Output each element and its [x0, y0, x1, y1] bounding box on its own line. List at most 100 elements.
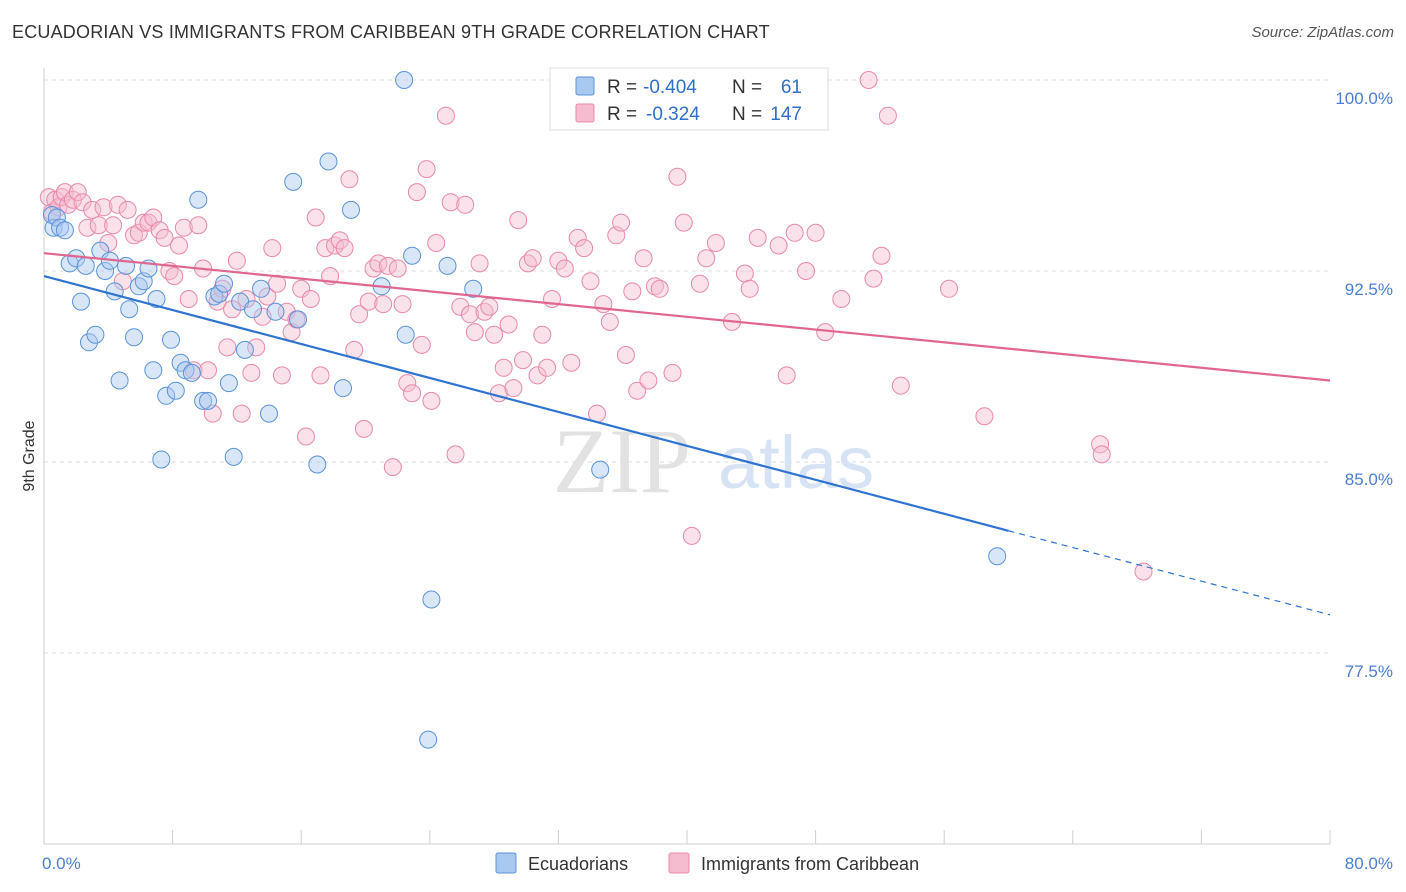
data-point: [864, 269, 883, 288]
data-point: [499, 315, 518, 334]
data-point: [398, 374, 417, 393]
data-point: [297, 427, 315, 446]
data-point: [674, 213, 693, 232]
data-point: [155, 228, 174, 247]
data-point: [419, 730, 438, 749]
data-point: [83, 200, 102, 219]
data-point: [456, 195, 475, 214]
data-point: [125, 226, 143, 245]
data-point: [247, 338, 266, 357]
data-point: [485, 325, 504, 344]
x-axis-ticks: [43, 830, 1331, 844]
data-point: [682, 526, 701, 545]
data-point: [51, 218, 70, 237]
series-ecuadorians-points: [43, 71, 1007, 749]
data-point: [441, 193, 460, 212]
data-point: [189, 190, 208, 209]
data-point: [427, 234, 446, 252]
series-legend: Ecuadorians Immigrants from Caribbean: [495, 852, 919, 874]
data-point: [174, 218, 193, 237]
data-point: [263, 239, 282, 258]
data-point: [581, 272, 600, 291]
data-point: [108, 195, 127, 214]
data-point: [73, 193, 92, 212]
data-point: [470, 254, 489, 273]
data-point: [872, 246, 891, 265]
data-point: [769, 236, 788, 255]
y-tick-label: 100.0%: [1335, 89, 1393, 108]
data-point: [504, 379, 523, 398]
data-point: [47, 208, 66, 227]
data-point: [205, 287, 224, 306]
data-point: [44, 218, 63, 237]
data-point: [374, 295, 393, 314]
data-point: [354, 419, 373, 438]
legend-n-value: 147: [770, 104, 802, 125]
data-point: [89, 216, 108, 235]
data-point: [628, 381, 647, 400]
data-point: [988, 547, 1007, 566]
data-point: [612, 213, 631, 232]
y-tick-label: 77.5%: [1345, 662, 1393, 681]
data-point: [199, 391, 217, 410]
data-point: [157, 386, 176, 405]
data-point: [568, 228, 587, 247]
y-axis-title: 9th Grade: [21, 420, 38, 491]
data-point: [199, 361, 217, 380]
data-point: [110, 371, 129, 390]
data-point: [395, 71, 414, 89]
data-point: [891, 376, 910, 395]
x-tick-label-max: 80.0%: [1345, 854, 1393, 873]
legend-r-value: -0.404: [643, 77, 697, 98]
data-point: [59, 195, 78, 214]
data-point: [797, 262, 815, 280]
data-point: [96, 262, 115, 280]
source-label: Source: ZipAtlas.com: [1251, 24, 1394, 41]
data-point: [179, 290, 198, 308]
legend-swatch-caribbean: [575, 103, 595, 123]
data-point: [215, 274, 233, 293]
data-point: [272, 366, 291, 385]
data-point: [258, 287, 277, 306]
data-point: [528, 366, 547, 385]
data-point: [162, 330, 180, 349]
data-point: [244, 300, 262, 319]
data-point: [538, 358, 557, 377]
data-point: [533, 325, 552, 344]
data-point: [242, 363, 261, 382]
data-point: [645, 277, 664, 296]
data-point: [306, 208, 325, 227]
data-point: [668, 167, 687, 186]
data-point: [194, 391, 213, 410]
data-point: [260, 404, 278, 423]
data-point: [227, 251, 246, 270]
data-point: [210, 284, 229, 303]
legend-n-label: N =: [732, 77, 762, 98]
x-tick-label-min: 0.0%: [42, 854, 81, 873]
legend-swatch-ecuadorians: [495, 852, 517, 874]
data-point: [335, 239, 354, 258]
data-point: [120, 300, 139, 319]
data-point: [334, 379, 352, 398]
data-point: [480, 297, 499, 316]
data-point: [166, 381, 185, 400]
data-point: [403, 246, 422, 265]
data-point: [412, 335, 431, 354]
data-point: [301, 290, 320, 308]
legend-n-value: 61: [781, 77, 802, 98]
trend-line-caribbean: [43, 252, 1331, 382]
legend-r-label: R =: [607, 77, 637, 98]
data-point: [403, 384, 422, 403]
data-point: [134, 213, 153, 232]
data-point: [252, 279, 270, 298]
chart-title: ECUADORIAN VS IMMIGRANTS FROM CARIBBEAN …: [12, 22, 770, 42]
data-point: [104, 216, 123, 235]
data-point: [475, 302, 494, 321]
data-point: [308, 455, 327, 474]
data-point: [461, 305, 479, 324]
data-point: [319, 152, 338, 171]
legend-swatch-caribbean: [668, 852, 690, 874]
data-point: [125, 328, 143, 347]
y-tick-label: 85.0%: [1345, 470, 1393, 489]
